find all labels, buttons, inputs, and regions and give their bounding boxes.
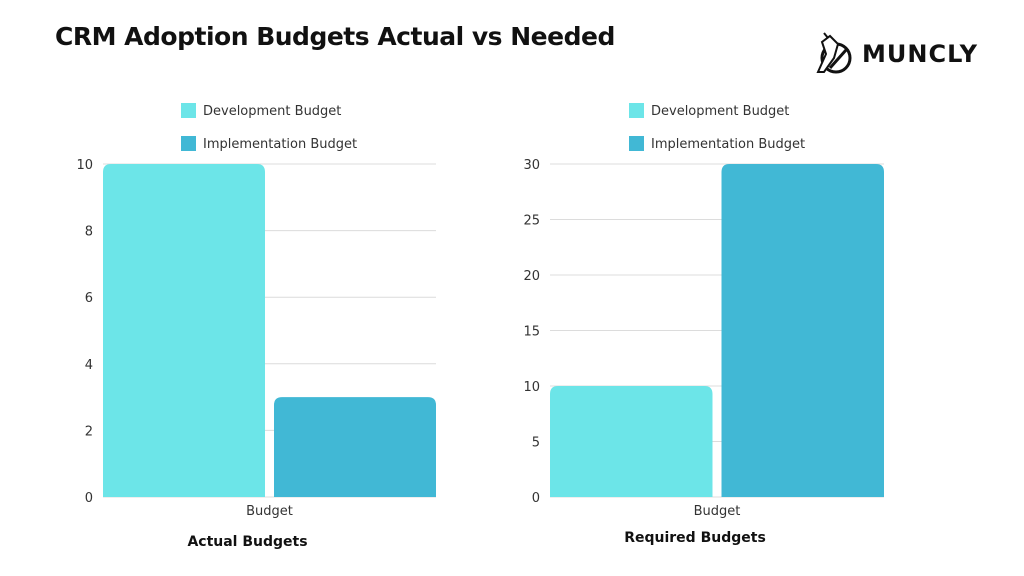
page-title: CRM Adoption Budgets Actual vs Needed: [55, 22, 615, 51]
chart-title: Required Budgets: [624, 530, 766, 546]
y-tick-label: 4: [85, 358, 93, 373]
y-tick-label: 5: [532, 436, 540, 451]
legend-label: Development Budget: [651, 104, 789, 119]
bar-implementation-budget: [721, 164, 884, 497]
y-tick-label: 20: [523, 269, 540, 284]
bar-development-budget: [550, 386, 713, 497]
bar-development-budget: [103, 164, 265, 497]
chart-title: Actual Budgets: [187, 534, 307, 550]
legend-swatch: [629, 136, 644, 151]
legend-swatch: [181, 136, 196, 151]
legend-label: Development Budget: [203, 104, 341, 119]
legend-swatch: [629, 103, 644, 118]
logo-text: MUNCLY: [862, 40, 979, 68]
x-tick-label: Budget: [694, 504, 741, 519]
y-tick-label: 10: [76, 158, 93, 173]
x-tick-label: Budget: [246, 504, 293, 519]
y-tick-label: 25: [523, 214, 540, 229]
legend-label: Implementation Budget: [203, 137, 357, 152]
y-tick-label: 30: [523, 158, 540, 173]
legend-swatch: [181, 103, 196, 118]
y-tick-label: 2: [85, 424, 93, 439]
y-tick-label: 6: [85, 291, 93, 306]
y-tick-label: 0: [532, 491, 540, 506]
y-tick-label: 10: [523, 380, 540, 395]
muncly-logo: MUNCLY: [812, 32, 978, 76]
legend-label: Implementation Budget: [651, 137, 805, 152]
bar-implementation-budget: [274, 397, 436, 497]
y-tick-label: 8: [85, 225, 93, 240]
y-tick-label: 0: [85, 491, 93, 506]
y-tick-label: 15: [523, 325, 540, 340]
unicorn-logo-icon: [816, 32, 852, 74]
